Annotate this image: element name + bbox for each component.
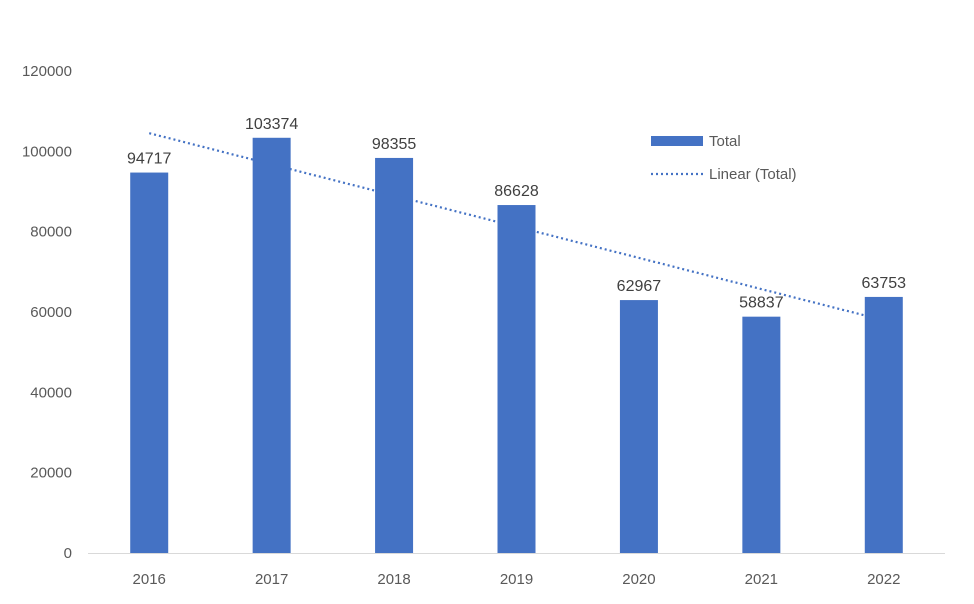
bar-2019 [497, 205, 536, 554]
bar-2016 [130, 172, 169, 553]
legend-label-trendline: Linear (Total) [709, 166, 797, 183]
y-tick-label: 40000 [30, 384, 72, 401]
data-label: 86628 [494, 183, 539, 200]
data-labels: 94717 103374 98355 86628 62967 58837 63753 [127, 116, 906, 312]
data-label: 103374 [245, 116, 298, 133]
y-tick-label: 20000 [30, 465, 72, 482]
x-tick-label: 2016 [133, 571, 166, 588]
bar-2020 [619, 300, 658, 553]
data-label: 94717 [127, 151, 172, 168]
x-tick-label: 2018 [377, 571, 410, 588]
data-label: 58837 [739, 295, 784, 312]
y-tick-label: 0 [64, 545, 72, 562]
x-axis-tick-labels: 2016 2017 2018 2019 2020 2021 2022 [133, 571, 901, 588]
x-tick-label: 2021 [745, 571, 778, 588]
x-tick-label: 2017 [255, 571, 288, 588]
legend-label-total: Total [709, 133, 741, 150]
legend: Total Linear (Total) [651, 133, 797, 183]
x-tick-label: 2020 [622, 571, 655, 588]
x-tick-label: 2022 [867, 571, 900, 588]
bars [130, 137, 903, 554]
legend-swatch-total [651, 136, 703, 146]
y-tick-label: 120000 [22, 63, 72, 80]
bar-2021 [742, 316, 781, 553]
y-axis-tick-labels: 0 20000 40000 60000 80000 100000 120000 [22, 63, 72, 562]
y-tick-label: 80000 [30, 224, 72, 241]
y-tick-label: 60000 [30, 304, 72, 321]
trendline [148, 132, 885, 322]
data-label: 98355 [372, 136, 417, 153]
y-tick-label: 100000 [22, 143, 72, 160]
bar-2017 [252, 137, 291, 553]
bar-2022 [864, 296, 903, 553]
data-label: 63753 [862, 275, 907, 292]
x-tick-label: 2019 [500, 571, 533, 588]
bar-2018 [375, 157, 414, 554]
data-label: 62967 [617, 278, 662, 295]
